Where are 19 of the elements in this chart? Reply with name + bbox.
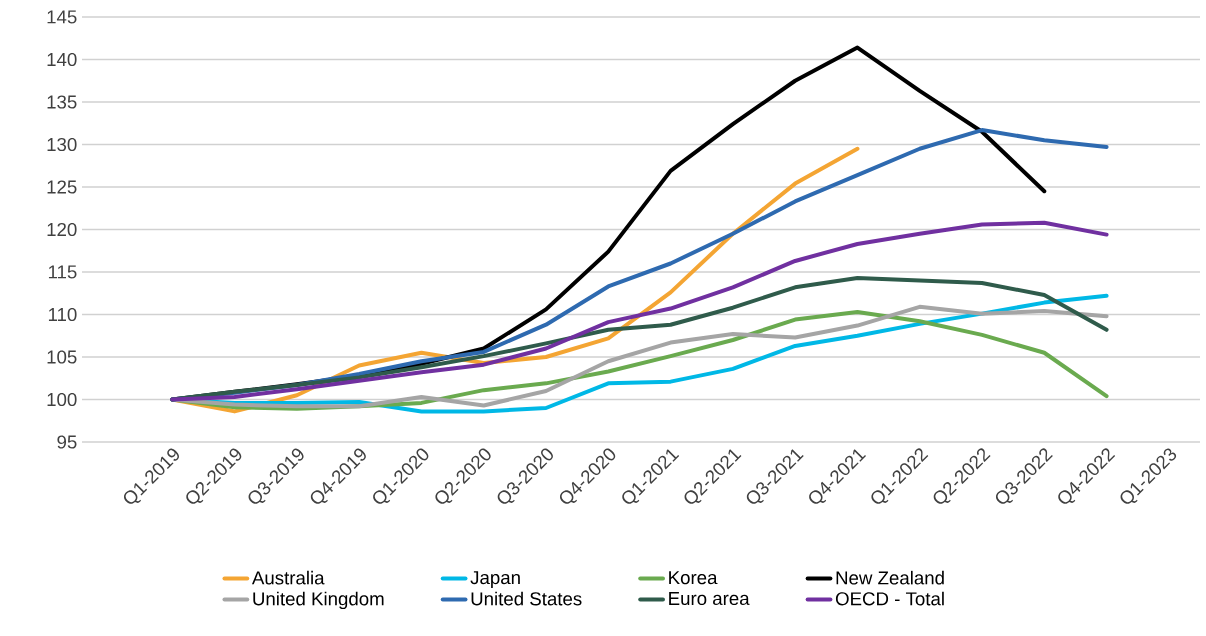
- legend-label: Korea: [669, 571, 718, 585]
- y-tick-label: 95: [57, 435, 77, 449]
- y-tick-label: 100: [47, 392, 77, 407]
- y-tick-label: 125: [47, 180, 77, 194]
- legend-label: Australia: [251, 570, 325, 585]
- y-tick-label: 140: [47, 52, 77, 67]
- y-tick-label: 120: [47, 222, 77, 237]
- legend-label: United Kingdom: [253, 591, 384, 610]
- legend-label: New Zealand: [836, 570, 944, 585]
- y-tick-label: 110: [48, 307, 77, 322]
- y-tick-label: 135: [47, 95, 77, 109]
- legend-label: OECD - Total: [835, 591, 944, 606]
- y-tick-label: 105: [47, 350, 77, 364]
- legend-label: Euro area: [669, 592, 750, 606]
- y-tick-label: 115: [48, 265, 77, 279]
- y-tick-label: 145: [47, 10, 77, 24]
- legend-label: Japan: [470, 571, 520, 588]
- legend-label: United States: [471, 591, 582, 606]
- y-tick-label: 130: [47, 137, 77, 152]
